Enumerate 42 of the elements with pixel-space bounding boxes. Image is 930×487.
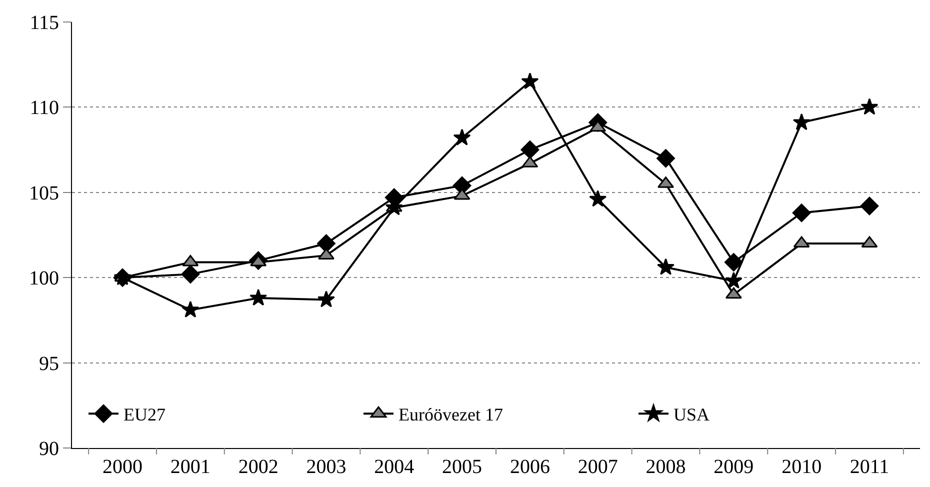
y-tick-label: 100 [29,268,59,290]
point [860,98,878,115]
y-tick-label: 110 [30,97,59,120]
point [250,288,268,306]
x-tick-label: 2003 [306,456,346,478]
legend-label: Euróövezet 17 [398,404,503,425]
x-tick-label: 2005 [442,456,482,478]
point [249,251,268,270]
point [182,300,200,318]
point [725,287,742,299]
point [453,128,471,146]
point [793,236,810,248]
x-tick-label: 2004 [374,456,414,478]
x-tick-label: 2007 [578,456,618,478]
x-tick-label: 2000 [102,456,143,478]
point [860,196,879,216]
legend-label: EU27 [124,404,166,425]
y-tick-label: 95 [39,352,59,375]
x-tick-label: 2009 [714,456,754,478]
point [656,149,675,168]
x-tick-label: 2006 [510,456,550,478]
point [724,253,743,272]
point [181,264,200,284]
point [317,234,336,253]
y-tick-label: 115 [30,12,59,34]
legend-label: USA [674,404,710,425]
point [521,72,539,90]
x-tick-label: 2001 [170,456,210,478]
point [792,204,811,222]
point [792,113,810,130]
point [724,272,742,289]
point [520,140,540,159]
point [657,258,674,275]
y-tick-label: 105 [29,182,59,204]
x-tick-label: 2010 [782,456,822,478]
point [861,236,878,248]
x-tick-label: 2011 [850,456,890,478]
point [589,190,607,207]
y-tick-label: 90 [39,438,59,460]
point [318,290,335,308]
x-tick-label: 2002 [238,456,278,478]
x-tick-label: 2008 [646,456,686,478]
